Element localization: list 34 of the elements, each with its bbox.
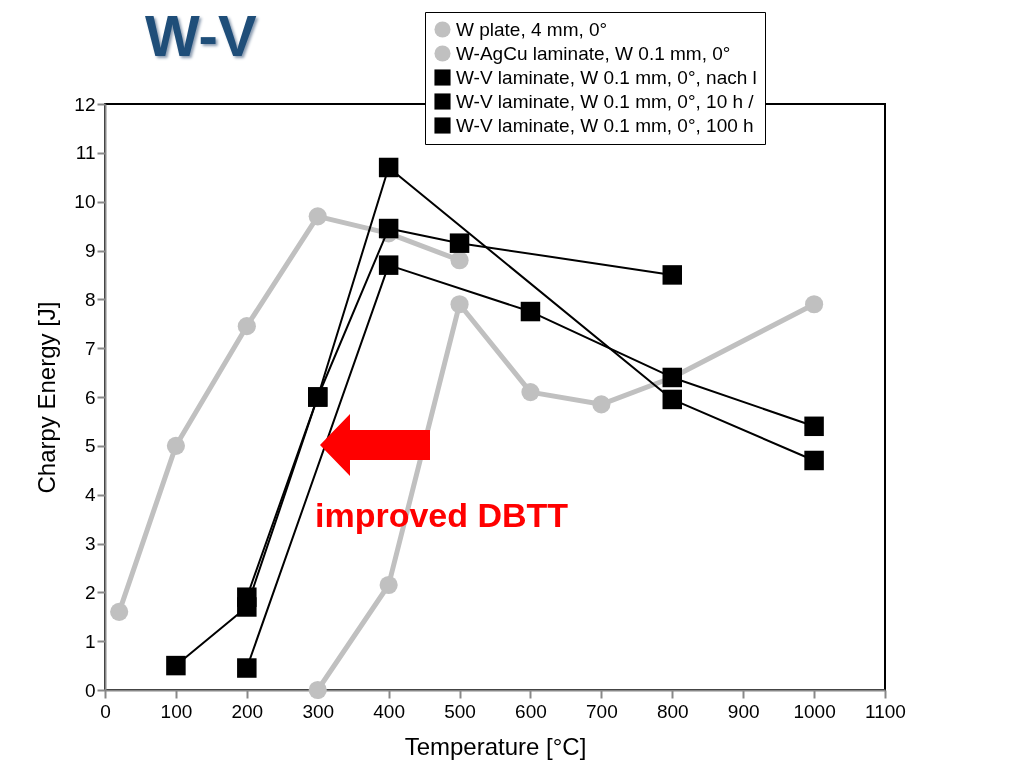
y-tick-label: 4 bbox=[84, 484, 96, 506]
y-tick-label: 3 bbox=[84, 533, 96, 554]
y-tick-label: 10 bbox=[74, 191, 96, 213]
y-tick-label: 5 bbox=[84, 435, 96, 457]
x-tick-label: 600 bbox=[515, 700, 547, 722]
legend-label: W-V laminate, W 0.1 mm, 0°, 100 h bbox=[456, 114, 754, 136]
legend-label: W plate, 4 mm, 0° bbox=[456, 18, 608, 40]
legend-label: W-V laminate, W 0.1 mm, 0°, nach l bbox=[456, 66, 757, 88]
annotation: improved DBTT bbox=[315, 496, 569, 535]
x-tick-label: 200 bbox=[231, 700, 264, 722]
y-tick-label: 12 bbox=[74, 93, 96, 115]
y-tick-label: 2 bbox=[84, 581, 96, 603]
y-tick-label: 11 bbox=[75, 142, 96, 164]
y-tick-label: 0 bbox=[84, 679, 96, 701]
x-tick-label: 100 bbox=[160, 700, 193, 722]
legend-label: W-AgCu laminate, W 0.1 mm, 0° bbox=[456, 42, 731, 64]
x-tick-label: 800 bbox=[656, 700, 689, 722]
y-axis-title: Charpy Energy [J] bbox=[33, 301, 61, 494]
x-tick-label: 700 bbox=[586, 700, 618, 722]
y-tick-label: 9 bbox=[84, 240, 96, 261]
x-tick-label: 0 bbox=[100, 700, 111, 722]
chart-title: W-V bbox=[145, 2, 257, 69]
y-tick-label: 7 bbox=[84, 337, 96, 359]
x-axis-title: Temperature [°C] bbox=[404, 732, 587, 760]
x-tick-label: 900 bbox=[727, 700, 760, 722]
y-tick-label: 1 bbox=[84, 630, 96, 652]
x-tick-label: 400 bbox=[373, 700, 405, 722]
x-tick-label: 1100 bbox=[865, 700, 906, 722]
y-tick-label: 8 bbox=[84, 288, 96, 310]
x-tick-label: 500 bbox=[444, 700, 476, 722]
legend-label: W-V laminate, W 0.1 mm, 0°, 10 h / bbox=[456, 90, 755, 112]
x-tick-label: 1000 bbox=[793, 700, 836, 722]
y-tick-label: 6 bbox=[84, 386, 96, 408]
x-tick-label: 300 bbox=[302, 700, 335, 722]
